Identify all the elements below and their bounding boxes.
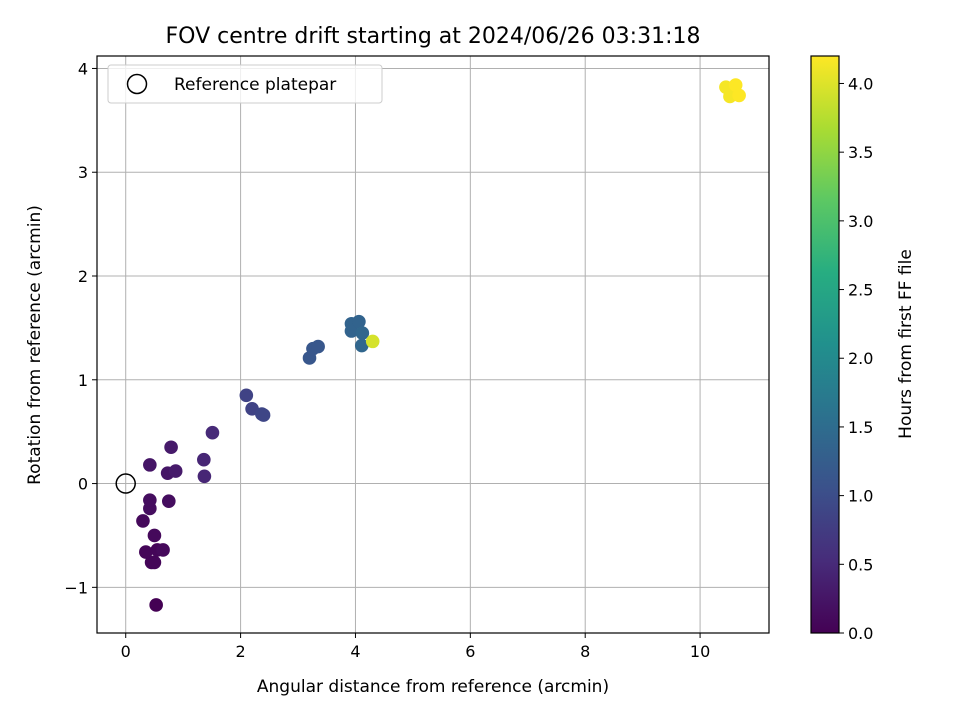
y-tick-label: 2 bbox=[78, 267, 88, 286]
chart-title: FOV centre drift starting at 2024/06/26 … bbox=[166, 24, 701, 49]
data-point bbox=[197, 452, 211, 467]
x-axis-ticks: 0 2 4 6 8 10 bbox=[121, 633, 710, 661]
colorbar-tick-label: 2.0 bbox=[848, 349, 873, 368]
data-point bbox=[197, 469, 212, 484]
y-axis-label: Rotation from reference (arcmin) bbox=[25, 205, 45, 485]
y-tick-label: 0 bbox=[78, 475, 88, 494]
legend-marker-reference bbox=[126, 73, 148, 95]
colorbar-gradient bbox=[811, 56, 839, 633]
data-point bbox=[147, 555, 162, 570]
x-tick-label: 8 bbox=[580, 642, 590, 661]
data-point bbox=[143, 458, 157, 472]
data-points bbox=[136, 78, 746, 612]
colorbar-tick-label: 0.0 bbox=[848, 624, 873, 643]
data-point bbox=[256, 408, 271, 422]
y-tick-label: 3 bbox=[78, 163, 88, 182]
data-point bbox=[136, 514, 150, 528]
data-point bbox=[354, 338, 369, 353]
data-point bbox=[168, 464, 183, 478]
x-axis-label: Angular distance from reference (arcmin) bbox=[257, 677, 609, 697]
data-point bbox=[149, 598, 163, 612]
data-point bbox=[139, 545, 153, 559]
data-point bbox=[352, 314, 366, 329]
colorbar-label: Hours from first FF file bbox=[896, 249, 916, 439]
x-tick-label: 2 bbox=[235, 642, 245, 661]
y-axis-ticks: −1 0 1 2 3 4 bbox=[64, 59, 97, 597]
reference-platepar-marker bbox=[115, 473, 136, 494]
data-point bbox=[365, 334, 380, 349]
colorbar-tick-label: 0.5 bbox=[848, 555, 873, 574]
data-point bbox=[143, 493, 157, 507]
data-point bbox=[156, 543, 170, 557]
colorbar-tick-label: 1.0 bbox=[848, 487, 873, 506]
y-tick-label: 4 bbox=[78, 59, 88, 78]
x-tick-label: 0 bbox=[121, 642, 131, 661]
colorbar-tick-label: 2.5 bbox=[848, 281, 873, 300]
x-tick-label: 4 bbox=[350, 642, 360, 661]
colorbar-tick-label: 4.0 bbox=[848, 74, 873, 93]
data-point bbox=[205, 425, 220, 440]
plot-background bbox=[97, 56, 769, 633]
legend-label-reference: Reference platepar bbox=[174, 75, 336, 95]
reference-marker-layer bbox=[115, 473, 136, 494]
data-point bbox=[164, 440, 178, 455]
data-point bbox=[728, 78, 743, 92]
x-tick-label: 10 bbox=[690, 642, 710, 661]
colorbar-tick-label: 1.5 bbox=[848, 418, 873, 437]
data-point bbox=[311, 339, 325, 354]
plot-area bbox=[97, 56, 769, 633]
data-point bbox=[732, 88, 746, 103]
colorbar-tick-label: 3.0 bbox=[848, 212, 873, 231]
data-point bbox=[147, 528, 162, 543]
plot-frame bbox=[96, 55, 770, 634]
legend-box bbox=[107, 64, 383, 104]
colorbar: 0.0 0.5 1.0 1.5 2.0 2.5 3.0 3.5 4.0 bbox=[810, 55, 873, 643]
colorbar-border bbox=[810, 55, 840, 634]
data-point bbox=[161, 494, 176, 509]
y-tick-label: 1 bbox=[78, 371, 88, 390]
y-tick-label: −1 bbox=[64, 578, 88, 597]
data-point bbox=[355, 326, 370, 340]
data-point bbox=[239, 388, 254, 403]
legend: Reference platepar bbox=[107, 64, 383, 104]
x-tick-label: 6 bbox=[465, 642, 475, 661]
colorbar-tick-label: 3.5 bbox=[848, 143, 873, 162]
plot-border bbox=[96, 55, 770, 634]
